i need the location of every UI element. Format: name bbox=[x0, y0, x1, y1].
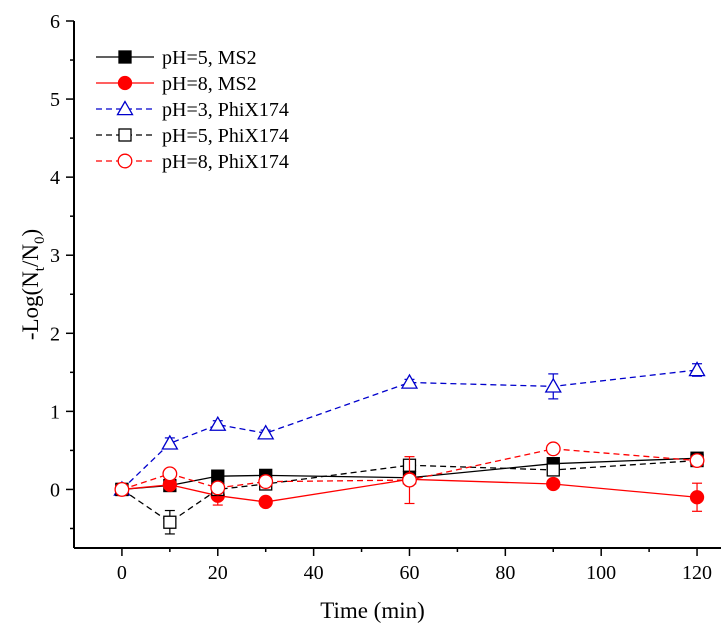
y-tick-label: 1 bbox=[50, 401, 60, 423]
y-title-sub-0: 0 bbox=[32, 237, 48, 245]
y-tick-label: 3 bbox=[50, 245, 60, 267]
legend-label: pH=5, PhiX174 bbox=[162, 125, 289, 147]
legend-item-4: pH=5, PhiX174 bbox=[96, 125, 289, 147]
y-title-mid: /N bbox=[18, 244, 43, 267]
data-point bbox=[163, 515, 177, 529]
series-5 bbox=[114, 441, 705, 505]
y-tick-label: 4 bbox=[50, 167, 60, 189]
data-point bbox=[688, 361, 706, 377]
legend-item-3: pH=3, PhiX174 bbox=[96, 99, 289, 121]
data-point bbox=[211, 469, 225, 483]
legend-item-2: pH=8, MS2 bbox=[96, 73, 257, 95]
x-tick-label: 100 bbox=[586, 562, 616, 584]
legend-marker bbox=[117, 75, 133, 91]
x-tick-label: 120 bbox=[682, 562, 712, 584]
data-point bbox=[161, 434, 179, 450]
legend-label: pH=8, MS2 bbox=[162, 73, 257, 95]
y-tick-label: 5 bbox=[50, 89, 60, 111]
x-tick-label: 40 bbox=[304, 562, 324, 584]
legend-marker bbox=[117, 153, 133, 169]
x-tick-label: 80 bbox=[495, 562, 515, 584]
data-point bbox=[402, 472, 417, 488]
y-axis-title: -Log(Nt/N0) bbox=[18, 229, 48, 340]
legend-marker bbox=[116, 100, 134, 116]
y-tick-label: 0 bbox=[50, 479, 60, 501]
data-point bbox=[545, 441, 561, 457]
legend-label: pH=8, PhiX174 bbox=[162, 151, 289, 173]
x-tick-label: 20 bbox=[208, 562, 228, 584]
data-point bbox=[258, 474, 274, 490]
legend-item-1: pH=5, MS2 bbox=[96, 47, 257, 69]
legend-label: pH=5, MS2 bbox=[162, 47, 257, 69]
y-tick-label: 6 bbox=[50, 11, 60, 33]
y-tick-label: 2 bbox=[50, 323, 60, 345]
data-point bbox=[544, 377, 562, 393]
axes: 0 20 40 60 80 100 120 0 1 2 3 4 5 6 bbox=[50, 11, 721, 584]
data-point bbox=[209, 415, 227, 431]
x-tick-label: 60 bbox=[399, 562, 419, 584]
series-layer bbox=[113, 361, 706, 535]
legend-label: pH=3, PhiX174 bbox=[162, 99, 289, 121]
data-point bbox=[400, 373, 419, 389]
legend-marker bbox=[118, 50, 132, 64]
data-point bbox=[162, 466, 178, 482]
data-point bbox=[258, 494, 273, 510]
legend-item-5: pH=8, PhiX174 bbox=[96, 151, 289, 173]
y-title-main: -Log(N bbox=[18, 271, 43, 340]
data-point bbox=[689, 453, 705, 469]
data-point bbox=[114, 481, 130, 497]
data-point bbox=[546, 463, 560, 477]
data-point bbox=[546, 476, 561, 492]
data-point bbox=[210, 480, 226, 496]
data-point bbox=[689, 490, 705, 505]
y-title-sub-t: t bbox=[32, 266, 48, 271]
y-title-close: ) bbox=[18, 229, 43, 237]
x-axis-title: Time (min) bbox=[320, 598, 425, 623]
legend-marker bbox=[118, 128, 132, 142]
x-tick-label: 0 bbox=[117, 562, 127, 584]
legend: pH=5, MS2 pH=8, MS2 pH=3, PhiX174 pH=5, Phi… bbox=[96, 47, 289, 173]
data-point bbox=[257, 424, 275, 440]
